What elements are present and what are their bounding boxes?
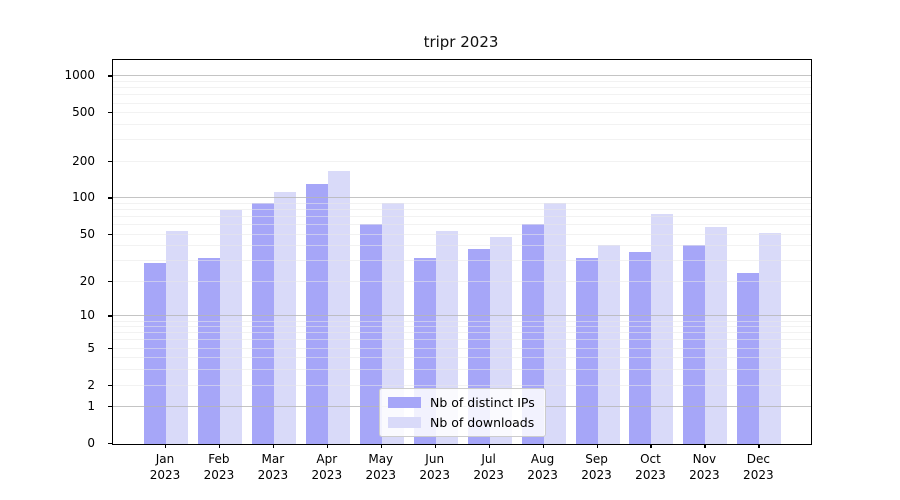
y-tick-mark bbox=[108, 406, 112, 408]
y-tick-label: 10 bbox=[79, 308, 95, 323]
bar-oct-downloads bbox=[651, 214, 674, 444]
plot-area: Nb of distinct IPs Nb of downloads bbox=[112, 59, 812, 445]
legend-swatch-downloads bbox=[388, 417, 421, 428]
x-tick-mark bbox=[758, 444, 760, 448]
y-tick-mark bbox=[108, 315, 112, 317]
y-tick-mark bbox=[108, 160, 112, 163]
bar-nov-ips bbox=[683, 245, 706, 444]
y-tick-mark bbox=[108, 384, 112, 386]
legend-swatch-distinct-ips bbox=[388, 397, 421, 408]
chart-title: tripr 2023 bbox=[423, 33, 499, 51]
x-tick-label-aug: Aug 2023 bbox=[527, 452, 558, 482]
x-tick-label-jul: Jul 2023 bbox=[473, 452, 504, 482]
legend: Nb of distinct IPs Nb of downloads bbox=[379, 388, 546, 437]
x-tick-label-oct: Oct 2023 bbox=[635, 452, 666, 482]
bar-may-downloads bbox=[381, 202, 404, 444]
y-tick-mark bbox=[108, 443, 112, 445]
legend-row: Nb of downloads bbox=[388, 415, 535, 430]
x-tick-mark bbox=[704, 444, 706, 448]
bars-layer bbox=[113, 60, 811, 444]
x-tick-label-sep: Sep 2023 bbox=[581, 452, 612, 482]
bar-feb-downloads bbox=[219, 210, 242, 444]
y-tick-mark bbox=[108, 233, 112, 235]
y-tick-mark bbox=[108, 112, 112, 114]
bar-mar-downloads bbox=[273, 192, 296, 444]
legend-label-distinct-ips: Nb of distinct IPs bbox=[430, 395, 535, 410]
y-tick-label: 5 bbox=[87, 340, 95, 355]
bar-apr-downloads bbox=[327, 171, 350, 444]
bar-aug-downloads bbox=[543, 202, 566, 444]
x-tick-mark bbox=[272, 444, 275, 448]
x-tick-label-jun: Jun 2023 bbox=[419, 452, 450, 482]
x-tick-label-dec: Dec 2023 bbox=[743, 452, 774, 482]
bar-nov-downloads bbox=[705, 227, 728, 444]
x-tick-mark bbox=[218, 444, 221, 448]
x-tick-mark bbox=[326, 444, 328, 448]
y-tick-label: 1 bbox=[87, 399, 95, 414]
x-tick-mark bbox=[434, 444, 436, 448]
x-tick-label-may: May 2023 bbox=[365, 452, 397, 482]
bar-jan-ips bbox=[144, 263, 166, 444]
x-tick-mark bbox=[165, 444, 167, 448]
y-tick-label: 500 bbox=[72, 105, 95, 120]
bar-mar-ips bbox=[251, 203, 274, 444]
x-tick-label-apr: Apr 2023 bbox=[311, 452, 343, 482]
x-tick-label-mar: Mar 2023 bbox=[257, 452, 289, 482]
y-tick-mark bbox=[108, 197, 112, 199]
bar-may-ips bbox=[359, 223, 382, 444]
x-tick-mark bbox=[596, 444, 598, 448]
y-tick-label: 0 bbox=[87, 436, 95, 450]
x-tick-label-nov: Nov 2023 bbox=[689, 452, 720, 482]
bar-jan-downloads bbox=[166, 230, 188, 444]
bar-sep-downloads bbox=[597, 245, 620, 444]
y-tick-label: 2 bbox=[87, 377, 95, 392]
bar-oct-ips bbox=[629, 251, 652, 444]
legend-label-downloads: Nb of downloads bbox=[430, 415, 535, 430]
y-tick-mark bbox=[108, 347, 112, 349]
x-tick-label-jan: Jan 2023 bbox=[149, 452, 181, 482]
y-tick-mark bbox=[108, 281, 112, 283]
y-tick-label: 20 bbox=[79, 274, 95, 289]
bar-sep-ips bbox=[575, 257, 598, 444]
x-tick-mark bbox=[380, 444, 382, 448]
x-tick-mark bbox=[488, 444, 490, 448]
x-tick-mark bbox=[650, 444, 652, 448]
y-tick-mark bbox=[108, 75, 112, 77]
y-tick-label: 1000 bbox=[64, 68, 95, 83]
x-tick-label-feb: Feb 2023 bbox=[203, 452, 235, 482]
y-tick-label: 200 bbox=[72, 153, 95, 168]
legend-row: Nb of distinct IPs bbox=[388, 395, 535, 410]
bar-dec-downloads bbox=[759, 232, 782, 444]
bar-dec-ips bbox=[737, 272, 760, 444]
y-tick-label: 100 bbox=[72, 190, 95, 205]
bar-feb-ips bbox=[197, 257, 220, 444]
x-tick-mark bbox=[542, 444, 544, 448]
bar-apr-ips bbox=[305, 184, 328, 444]
y-tick-label: 50 bbox=[79, 226, 95, 241]
